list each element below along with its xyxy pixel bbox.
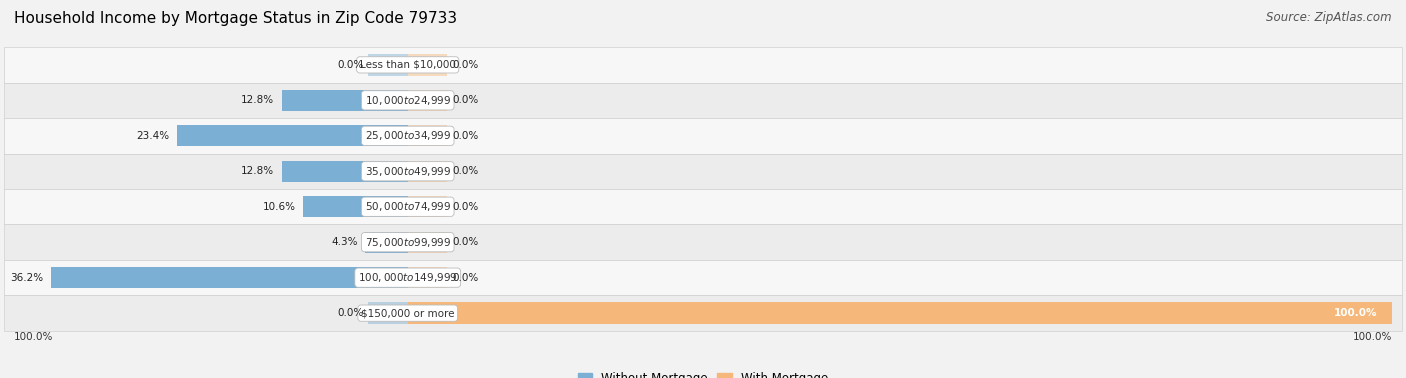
Bar <box>4 83 1402 118</box>
Bar <box>4 47 1402 83</box>
Bar <box>408 302 1392 324</box>
Text: 0.0%: 0.0% <box>453 202 478 212</box>
Bar <box>408 54 447 76</box>
Bar <box>408 90 447 111</box>
Text: $150,000 or more: $150,000 or more <box>361 308 454 318</box>
Text: 100.0%: 100.0% <box>14 332 53 342</box>
Legend: Without Mortgage, With Mortgage: Without Mortgage, With Mortgage <box>574 367 832 378</box>
Text: 0.0%: 0.0% <box>453 273 478 283</box>
Text: Household Income by Mortgage Status in Zip Code 79733: Household Income by Mortgage Status in Z… <box>14 11 457 26</box>
Text: 0.0%: 0.0% <box>337 308 363 318</box>
Text: 36.2%: 36.2% <box>10 273 44 283</box>
Text: 23.4%: 23.4% <box>136 131 170 141</box>
Text: 12.8%: 12.8% <box>240 95 274 105</box>
Text: $100,000 to $149,999: $100,000 to $149,999 <box>359 271 457 284</box>
Bar <box>4 189 1402 225</box>
Bar <box>304 196 408 217</box>
Bar <box>408 161 447 182</box>
Bar <box>177 125 408 146</box>
Text: 10.6%: 10.6% <box>263 202 295 212</box>
Text: 0.0%: 0.0% <box>453 60 478 70</box>
Text: Source: ZipAtlas.com: Source: ZipAtlas.com <box>1267 11 1392 24</box>
Bar <box>4 260 1402 295</box>
Text: 12.8%: 12.8% <box>240 166 274 176</box>
Text: 0.0%: 0.0% <box>337 60 363 70</box>
Text: 4.3%: 4.3% <box>330 237 357 247</box>
Bar <box>4 153 1402 189</box>
Bar <box>408 196 447 217</box>
Bar <box>52 267 408 288</box>
Bar <box>4 118 1402 153</box>
Text: 100.0%: 100.0% <box>1334 308 1378 318</box>
Bar <box>408 125 447 146</box>
Bar <box>4 295 1402 331</box>
Bar <box>281 161 408 182</box>
Text: 100.0%: 100.0% <box>1353 332 1392 342</box>
Bar <box>368 54 408 76</box>
Bar <box>368 302 408 324</box>
Text: $75,000 to $99,999: $75,000 to $99,999 <box>364 236 451 249</box>
Text: 0.0%: 0.0% <box>453 166 478 176</box>
Bar <box>408 232 447 253</box>
Bar <box>366 232 408 253</box>
Text: $10,000 to $24,999: $10,000 to $24,999 <box>364 94 451 107</box>
Text: $25,000 to $34,999: $25,000 to $34,999 <box>364 129 451 142</box>
Text: Less than $10,000: Less than $10,000 <box>360 60 456 70</box>
Bar <box>4 225 1402 260</box>
Text: 0.0%: 0.0% <box>453 95 478 105</box>
Text: 0.0%: 0.0% <box>453 131 478 141</box>
Bar <box>281 90 408 111</box>
Bar <box>408 267 447 288</box>
Text: $35,000 to $49,999: $35,000 to $49,999 <box>364 165 451 178</box>
Text: $50,000 to $74,999: $50,000 to $74,999 <box>364 200 451 213</box>
Text: 0.0%: 0.0% <box>453 237 478 247</box>
